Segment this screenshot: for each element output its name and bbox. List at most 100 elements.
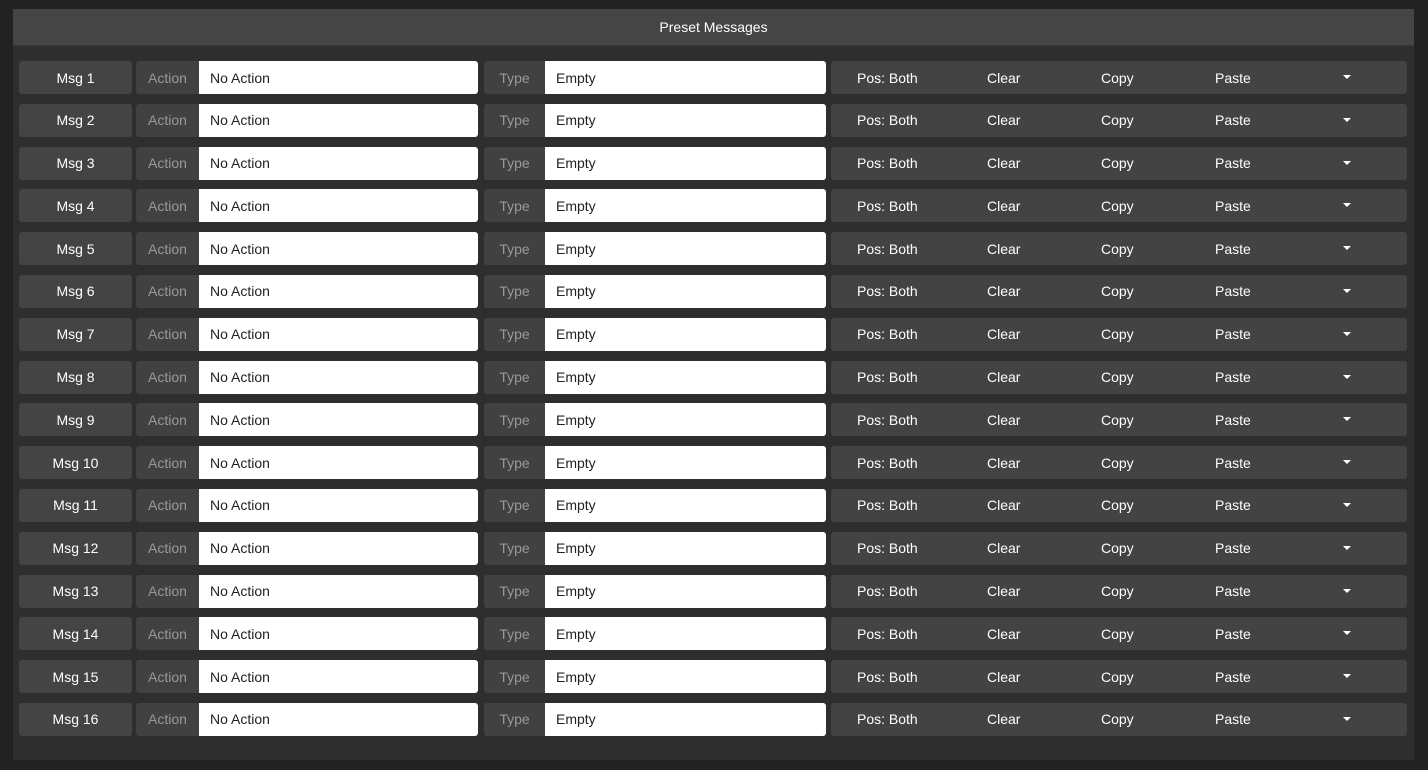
position-button[interactable]: Pos: Both [857,497,918,514]
copy-button[interactable]: Copy [1101,583,1134,600]
caret-down-icon[interactable] [1343,417,1351,422]
caret-down-icon[interactable] [1343,203,1351,208]
clear-button[interactable]: Clear [987,497,1021,514]
action-field[interactable]: No Action [199,403,478,437]
copy-button[interactable]: Copy [1101,411,1134,428]
type-field[interactable]: Empty [545,146,826,180]
clear-button[interactable]: Clear [987,155,1021,172]
position-button[interactable]: Pos: Both [857,668,918,685]
action-field[interactable]: No Action [199,103,478,137]
copy-button[interactable]: Copy [1101,69,1134,86]
msg-button[interactable]: Msg 12 [19,531,132,565]
clear-button[interactable]: Clear [987,283,1021,300]
msg-button[interactable]: Msg 5 [19,232,132,266]
paste-button[interactable]: Paste [1215,197,1251,214]
clear-button[interactable]: Clear [987,240,1021,257]
paste-button[interactable]: Paste [1215,326,1251,343]
msg-button[interactable]: Msg 14 [19,617,132,651]
clear-button[interactable]: Clear [987,583,1021,600]
msg-button[interactable]: Msg 9 [19,403,132,437]
type-field[interactable]: Empty [545,274,826,308]
copy-button[interactable]: Copy [1101,283,1134,300]
clear-button[interactable]: Clear [987,625,1021,642]
copy-button[interactable]: Copy [1101,454,1134,471]
position-button[interactable]: Pos: Both [857,369,918,386]
caret-down-icon[interactable] [1343,75,1351,79]
msg-button[interactable]: Msg 10 [19,446,132,480]
action-field[interactable]: No Action [199,232,478,266]
copy-button[interactable]: Copy [1101,369,1134,386]
msg-button[interactable]: Msg 11 [19,488,132,522]
type-field[interactable]: Empty [545,403,826,437]
paste-button[interactable]: Paste [1215,283,1251,300]
position-button[interactable]: Pos: Both [857,454,918,471]
clear-button[interactable]: Clear [987,540,1021,557]
clear-button[interactable]: Clear [987,668,1021,685]
type-field[interactable]: Empty [545,232,826,266]
caret-down-icon[interactable] [1343,674,1351,679]
action-field[interactable]: No Action [199,360,478,394]
action-field[interactable]: No Action [199,317,478,351]
msg-button[interactable]: Msg 7 [19,317,132,351]
copy-button[interactable]: Copy [1101,240,1134,257]
paste-button[interactable]: Paste [1215,411,1251,428]
position-button[interactable]: Pos: Both [857,197,918,214]
position-button[interactable]: Pos: Both [857,583,918,600]
paste-button[interactable]: Paste [1215,240,1251,257]
position-button[interactable]: Pos: Both [857,155,918,172]
type-field[interactable]: Empty [545,103,826,137]
paste-button[interactable]: Paste [1215,155,1251,172]
caret-down-icon[interactable] [1343,374,1351,379]
caret-down-icon[interactable] [1343,288,1351,293]
type-field[interactable]: Empty [545,531,826,565]
copy-button[interactable]: Copy [1101,155,1134,172]
clear-button[interactable]: Clear [987,69,1021,86]
clear-button[interactable]: Clear [987,454,1021,471]
action-field[interactable]: No Action [199,146,478,180]
copy-button[interactable]: Copy [1101,497,1134,514]
position-button[interactable]: Pos: Both [857,326,918,343]
copy-button[interactable]: Copy [1101,668,1134,685]
copy-button[interactable]: Copy [1101,197,1134,214]
caret-down-icon[interactable] [1343,631,1351,636]
copy-button[interactable]: Copy [1101,112,1134,129]
clear-button[interactable]: Clear [987,711,1021,728]
position-button[interactable]: Pos: Both [857,283,918,300]
action-field[interactable]: No Action [199,61,478,94]
paste-button[interactable]: Paste [1215,69,1251,86]
msg-button[interactable]: Msg 2 [19,103,132,137]
caret-down-icon[interactable] [1343,716,1351,721]
msg-button[interactable]: Msg 4 [19,189,132,223]
caret-down-icon[interactable] [1343,588,1351,593]
paste-button[interactable]: Paste [1215,540,1251,557]
paste-button[interactable]: Paste [1215,668,1251,685]
msg-button[interactable]: Msg 16 [19,702,132,736]
msg-button[interactable]: Msg 15 [19,660,132,694]
action-field[interactable]: No Action [199,574,478,608]
position-button[interactable]: Pos: Both [857,711,918,728]
copy-button[interactable]: Copy [1101,625,1134,642]
caret-down-icon[interactable] [1343,117,1351,122]
type-field[interactable]: Empty [545,446,826,480]
action-field[interactable]: No Action [199,274,478,308]
copy-button[interactable]: Copy [1101,711,1134,728]
msg-button[interactable]: Msg 8 [19,360,132,394]
paste-button[interactable]: Paste [1215,625,1251,642]
paste-button[interactable]: Paste [1215,454,1251,471]
caret-down-icon[interactable] [1343,160,1351,165]
action-field[interactable]: No Action [199,189,478,223]
msg-button[interactable]: Msg 1 [19,61,132,94]
position-button[interactable]: Pos: Both [857,411,918,428]
type-field[interactable]: Empty [545,317,826,351]
msg-button[interactable]: Msg 3 [19,146,132,180]
type-field[interactable]: Empty [545,488,826,522]
action-field[interactable]: No Action [199,660,478,694]
msg-button[interactable]: Msg 13 [19,574,132,608]
caret-down-icon[interactable] [1343,331,1351,336]
type-field[interactable]: Empty [545,61,826,94]
copy-button[interactable]: Copy [1101,326,1134,343]
caret-down-icon[interactable] [1343,460,1351,465]
copy-button[interactable]: Copy [1101,540,1134,557]
type-field[interactable]: Empty [545,702,826,736]
action-field[interactable]: No Action [199,702,478,736]
